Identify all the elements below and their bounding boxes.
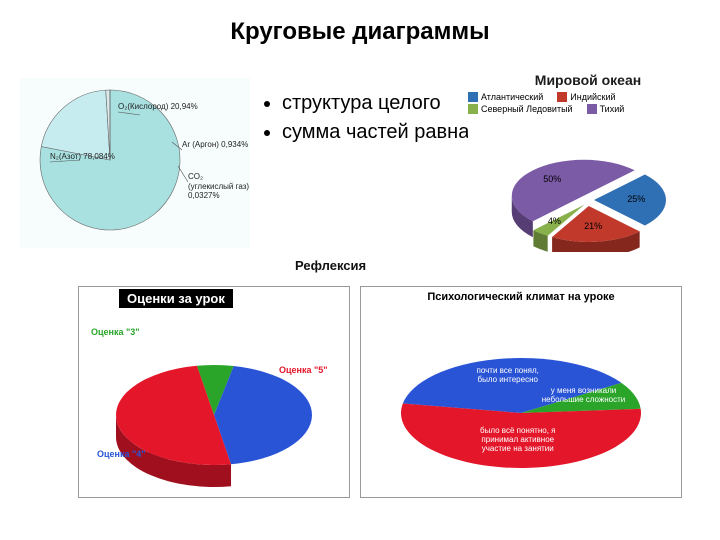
slice-callout: Ar (Аргон) 0,934% — [182, 140, 248, 150]
slice-callout: CO₂ (углекислый газ) 0,0327% — [188, 172, 250, 201]
slice-callout: Оценка "3" — [91, 327, 140, 338]
chart-title-ocean: Мировой океан — [468, 72, 708, 88]
pie-slice — [214, 366, 312, 464]
pct-label: 50% — [543, 174, 561, 184]
chart-title-climate: Психологический климат на уроке — [361, 291, 681, 303]
legend-item: Атлантический — [468, 92, 543, 102]
slice-callout: N₂(Азот) 78,084% — [50, 152, 115, 162]
pie-world-ocean: Мировой океан Атлантический Индийский Севе… — [468, 72, 708, 252]
pie-air-composition: N₂(Азот) 78,084% O₂(Кислород) 20,94% Ar (А… — [20, 78, 250, 248]
legend-ocean: Атлантический Индийский Северный Ледовитый… — [468, 92, 708, 114]
legend-item: Тихий — [587, 104, 625, 114]
pie-grades: Оценки за урок Оценка "3" Оценка "4" Оценк… — [78, 286, 350, 498]
pct-label: 4% — [548, 216, 561, 226]
chart-title-grades: Оценки за урок — [119, 289, 233, 308]
pct-label: 21% — [584, 221, 602, 231]
pie-climate: Психологический климат на уроке почти вс… — [360, 286, 682, 498]
legend-item: Индийский — [557, 92, 615, 102]
slice-label: было всё понятно, я принимал активное уч… — [476, 427, 560, 453]
page-title: Круговые диаграммы — [0, 18, 720, 46]
section-label: Рефлексия — [295, 258, 366, 273]
slice-callout: O₂(Кислород) 20,94% — [118, 102, 198, 112]
slice-callout: Оценка "4" — [97, 449, 146, 460]
slice-label: почти все понял, было интересно — [466, 367, 550, 385]
pct-label: 25% — [627, 194, 645, 204]
slice-callout: Оценка "5" — [279, 365, 328, 376]
slice-label: у меня возникали небольшие сложности — [541, 387, 625, 405]
legend-item: Северный Ледовитый — [468, 104, 573, 114]
